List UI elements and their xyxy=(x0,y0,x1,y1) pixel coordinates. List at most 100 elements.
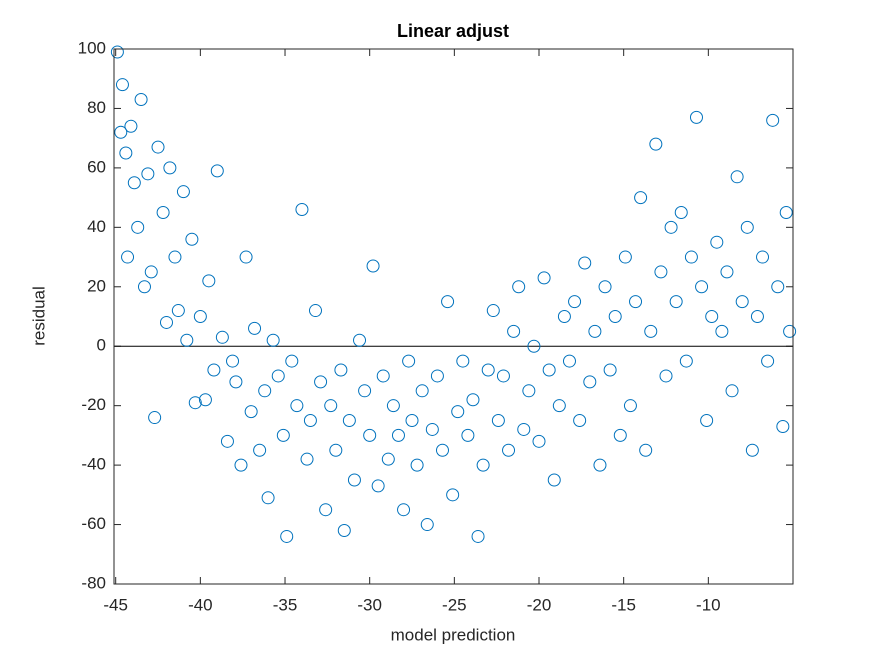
point xyxy=(522,384,536,398)
point xyxy=(386,399,400,413)
point xyxy=(695,280,709,294)
x-tick-label: -10 xyxy=(696,595,721,614)
point xyxy=(491,414,505,428)
point xyxy=(234,458,248,472)
point xyxy=(659,369,673,383)
point xyxy=(608,310,622,323)
point xyxy=(363,428,377,442)
point xyxy=(512,280,526,294)
point xyxy=(517,422,531,436)
point xyxy=(466,393,480,407)
point xyxy=(532,434,546,448)
point xyxy=(176,185,190,199)
point xyxy=(210,164,224,178)
point xyxy=(202,274,216,288)
point xyxy=(537,271,551,285)
x-tick-label: -30 xyxy=(357,595,382,614)
point xyxy=(486,304,500,318)
point xyxy=(471,529,485,543)
x-tick-label: -35 xyxy=(273,595,298,614)
point xyxy=(547,473,561,487)
point xyxy=(629,295,643,309)
point xyxy=(664,220,678,234)
x-axis-label: model prediction xyxy=(391,625,516,644)
point xyxy=(371,479,385,493)
point xyxy=(425,422,439,436)
point xyxy=(456,354,470,368)
point xyxy=(119,146,133,160)
point xyxy=(623,399,637,413)
point xyxy=(261,491,275,505)
point xyxy=(115,78,129,92)
y-tick-label: 80 xyxy=(87,98,106,117)
y-tick-label: 100 xyxy=(78,38,106,57)
point xyxy=(127,176,141,190)
y-tick-label: 60 xyxy=(87,157,106,176)
point xyxy=(314,375,328,389)
point xyxy=(700,414,714,428)
point xyxy=(735,295,749,309)
point xyxy=(481,363,495,377)
point xyxy=(649,137,663,151)
point xyxy=(271,369,285,383)
point xyxy=(303,414,317,428)
point xyxy=(573,414,587,428)
point xyxy=(578,256,592,270)
point xyxy=(347,473,361,487)
point xyxy=(720,265,734,279)
point xyxy=(639,443,653,457)
point xyxy=(761,354,775,368)
point xyxy=(402,354,416,368)
point xyxy=(410,458,424,472)
x-tick-label: -25 xyxy=(442,595,467,614)
point xyxy=(110,45,124,59)
point xyxy=(134,93,148,107)
point xyxy=(239,250,253,264)
x-tick-label: -15 xyxy=(611,595,636,614)
point xyxy=(783,324,797,338)
axes-frame xyxy=(113,48,794,585)
point xyxy=(634,191,648,205)
point xyxy=(366,259,380,273)
point xyxy=(121,250,135,264)
y-tick-label: 0 xyxy=(97,336,106,355)
point xyxy=(188,396,202,410)
point xyxy=(180,333,194,347)
point xyxy=(376,369,390,383)
point xyxy=(229,375,243,389)
point xyxy=(771,280,785,294)
point xyxy=(137,280,151,294)
point xyxy=(266,333,280,347)
point xyxy=(415,384,429,398)
point xyxy=(730,170,744,184)
point xyxy=(502,443,516,457)
y-axis-label: residual xyxy=(29,286,48,346)
point xyxy=(248,321,262,335)
point xyxy=(588,324,602,338)
point xyxy=(430,369,444,383)
point xyxy=(144,265,158,279)
point xyxy=(391,428,405,442)
point xyxy=(766,113,780,127)
point xyxy=(542,363,556,377)
point xyxy=(618,250,632,264)
point xyxy=(446,488,460,502)
x-tick-label: -20 xyxy=(527,595,552,614)
point xyxy=(593,458,607,472)
point xyxy=(308,304,322,318)
point xyxy=(476,458,490,472)
y-tick-label: -80 xyxy=(81,573,106,592)
point xyxy=(705,310,719,323)
point xyxy=(353,333,367,347)
point xyxy=(319,503,333,517)
point xyxy=(185,232,199,246)
point xyxy=(689,110,703,124)
y-tick-label: 40 xyxy=(87,217,106,236)
y-tick-label: -60 xyxy=(81,514,106,533)
point xyxy=(295,203,309,216)
point xyxy=(725,384,739,398)
point xyxy=(496,369,510,383)
point xyxy=(171,304,185,318)
